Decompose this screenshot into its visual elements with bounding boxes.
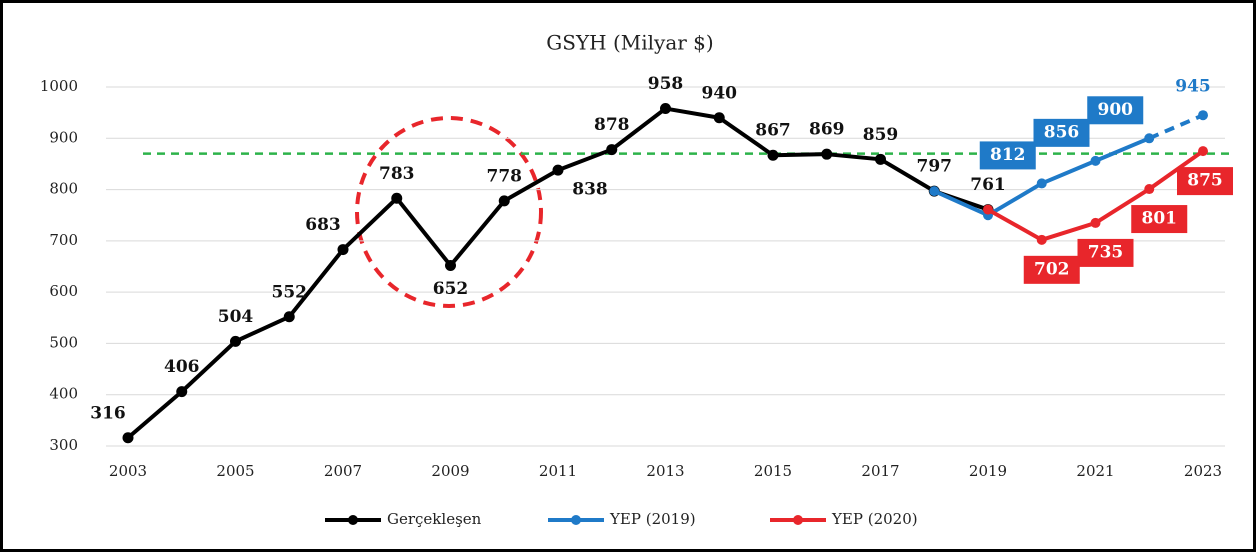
data-label: 812 [990, 145, 1026, 165]
data-point [606, 144, 618, 156]
data-point [1144, 133, 1155, 144]
x-tick-label: 2015 [754, 462, 792, 480]
data-point [1090, 217, 1101, 228]
data-label: 875 [1187, 171, 1223, 191]
legend-label: YEP (2020) [831, 510, 918, 528]
data-label: 900 [1098, 100, 1134, 120]
y-tick-label: 800 [49, 180, 78, 198]
data-label-box [1177, 167, 1233, 196]
data-label: 552 [272, 282, 308, 302]
data-point [552, 164, 564, 176]
y-tick-label: 900 [49, 128, 78, 146]
data-label-box [1087, 96, 1144, 125]
data-label: 797 [917, 157, 953, 177]
data-point [821, 148, 833, 160]
x-tick-label: 2019 [969, 462, 1007, 480]
x-tick-label: 2009 [431, 462, 469, 480]
data-label: 778 [487, 166, 523, 186]
data-label: 735 [1088, 242, 1124, 262]
data-label-box [979, 141, 1036, 170]
data-label-box [1131, 205, 1188, 234]
x-tick-label: 2011 [539, 462, 577, 480]
x-tick-label: 2003 [109, 462, 147, 480]
data-label: 878 [594, 115, 630, 135]
y-tick-label: 300 [49, 436, 78, 454]
y-tick-label: 500 [49, 333, 78, 351]
data-label: 652 [433, 279, 469, 299]
legend-marker [348, 515, 358, 525]
data-label: 945 [1175, 77, 1211, 97]
data-label: 838 [572, 180, 608, 200]
data-point [337, 244, 349, 256]
data-point [230, 335, 241, 347]
data-point [122, 432, 134, 444]
x-tick-label: 2023 [1184, 462, 1222, 480]
data-point [1036, 234, 1047, 245]
data-point [1036, 178, 1047, 189]
legend-marker [571, 515, 581, 525]
y-tick-label: 1000 [40, 77, 78, 95]
highlight-circle [355, 116, 543, 308]
series-line-dashed [1148, 113, 1204, 141]
data-point [1198, 146, 1208, 157]
data-point [283, 311, 295, 323]
data-label: 859 [863, 125, 899, 145]
data-point [1090, 155, 1101, 166]
data-label-box [1077, 238, 1134, 267]
data-label: 316 [90, 403, 126, 423]
data-label: 702 [1034, 259, 1070, 279]
data-label: 683 [305, 215, 341, 235]
data-label-box [1033, 118, 1090, 147]
x-tick-label: 2005 [216, 462, 254, 480]
data-label: 958 [648, 74, 684, 94]
data-label: 856 [1044, 122, 1080, 142]
chart-title: GSYH (Milyar $) [546, 31, 713, 55]
data-point [713, 112, 725, 124]
y-tick-label: 600 [49, 282, 78, 300]
data-label: 869 [809, 120, 845, 140]
data-label: 867 [755, 121, 791, 141]
data-label: 761 [970, 175, 1006, 195]
x-tick-label: 2021 [1076, 462, 1114, 480]
data-label: 783 [379, 164, 415, 184]
data-point [983, 204, 993, 215]
x-tick-label: 2013 [646, 462, 684, 480]
data-point [875, 153, 886, 165]
data-point [1144, 184, 1155, 195]
legend-label: YEP (2019) [609, 510, 696, 528]
data-label: 801 [1142, 209, 1178, 229]
data-point [391, 192, 403, 204]
data-point [498, 195, 510, 207]
data-point [176, 386, 188, 398]
data-label: 504 [218, 307, 254, 327]
x-tick-label: 2007 [324, 462, 362, 480]
y-tick-label: 400 [49, 385, 78, 403]
data-label: 940 [702, 83, 738, 103]
data-point [929, 186, 940, 197]
data-label: 406 [164, 357, 200, 377]
data-point [660, 103, 671, 115]
legend-marker [793, 515, 803, 525]
y-tick-label: 700 [49, 231, 78, 249]
data-point [1198, 110, 1208, 121]
data-label-box [1023, 255, 1080, 284]
data-point [445, 259, 456, 271]
data-point [767, 149, 779, 161]
x-tick-label: 2017 [861, 462, 899, 480]
legend-label: Gerçekleşen [387, 510, 482, 528]
